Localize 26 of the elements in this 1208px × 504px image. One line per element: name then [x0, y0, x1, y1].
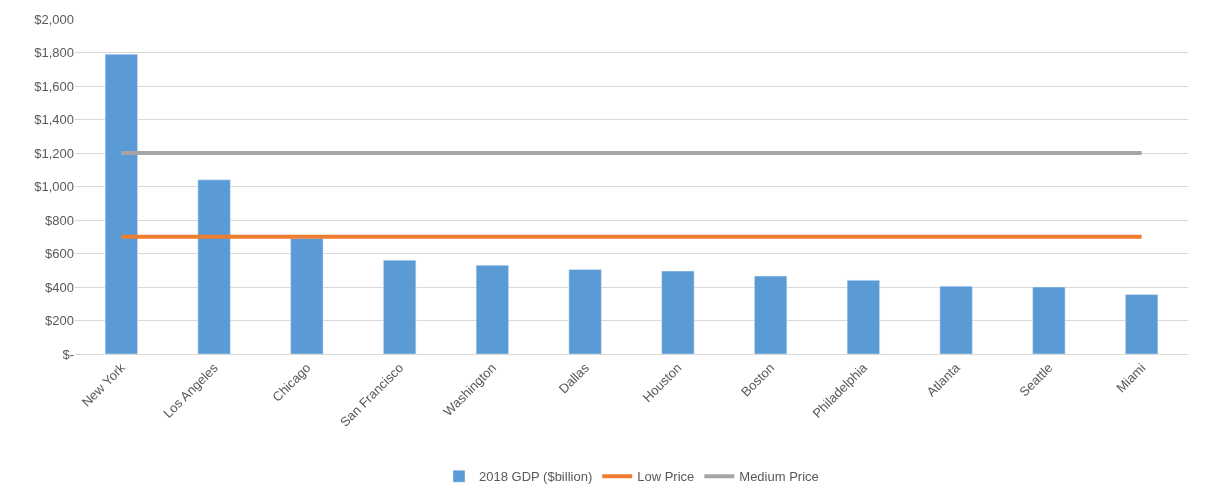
- y-tick-label: $600: [45, 246, 74, 262]
- legend-label: 2018 GDP ($billion): [479, 469, 593, 485]
- legend-label: Medium Price: [739, 469, 819, 485]
- y-tick-label: $-: [62, 346, 74, 362]
- y-tick-label: $1,600: [34, 78, 74, 94]
- bar: [104, 53, 138, 354]
- bar: [290, 238, 324, 354]
- y-tick-label: $1,200: [34, 145, 74, 161]
- bar: [475, 264, 509, 354]
- legend-label: Low Price: [637, 469, 695, 485]
- y-tick-label: $2,000: [34, 11, 74, 27]
- y-tick-label: $1,800: [34, 45, 74, 61]
- y-tick-label: $1,400: [34, 112, 74, 128]
- bar: [1125, 294, 1159, 354]
- bar: [754, 275, 788, 354]
- bar: [383, 259, 417, 354]
- bar: [197, 179, 231, 354]
- bar: [661, 270, 695, 354]
- y-tick-label: $200: [45, 313, 74, 329]
- bar: [846, 280, 880, 354]
- bar: [1032, 286, 1066, 354]
- y-tick-label: $400: [45, 279, 74, 295]
- y-tick-label: $1,000: [34, 179, 74, 195]
- bar: [939, 285, 973, 354]
- y-tick-label: $800: [45, 212, 74, 228]
- bar: [568, 269, 602, 354]
